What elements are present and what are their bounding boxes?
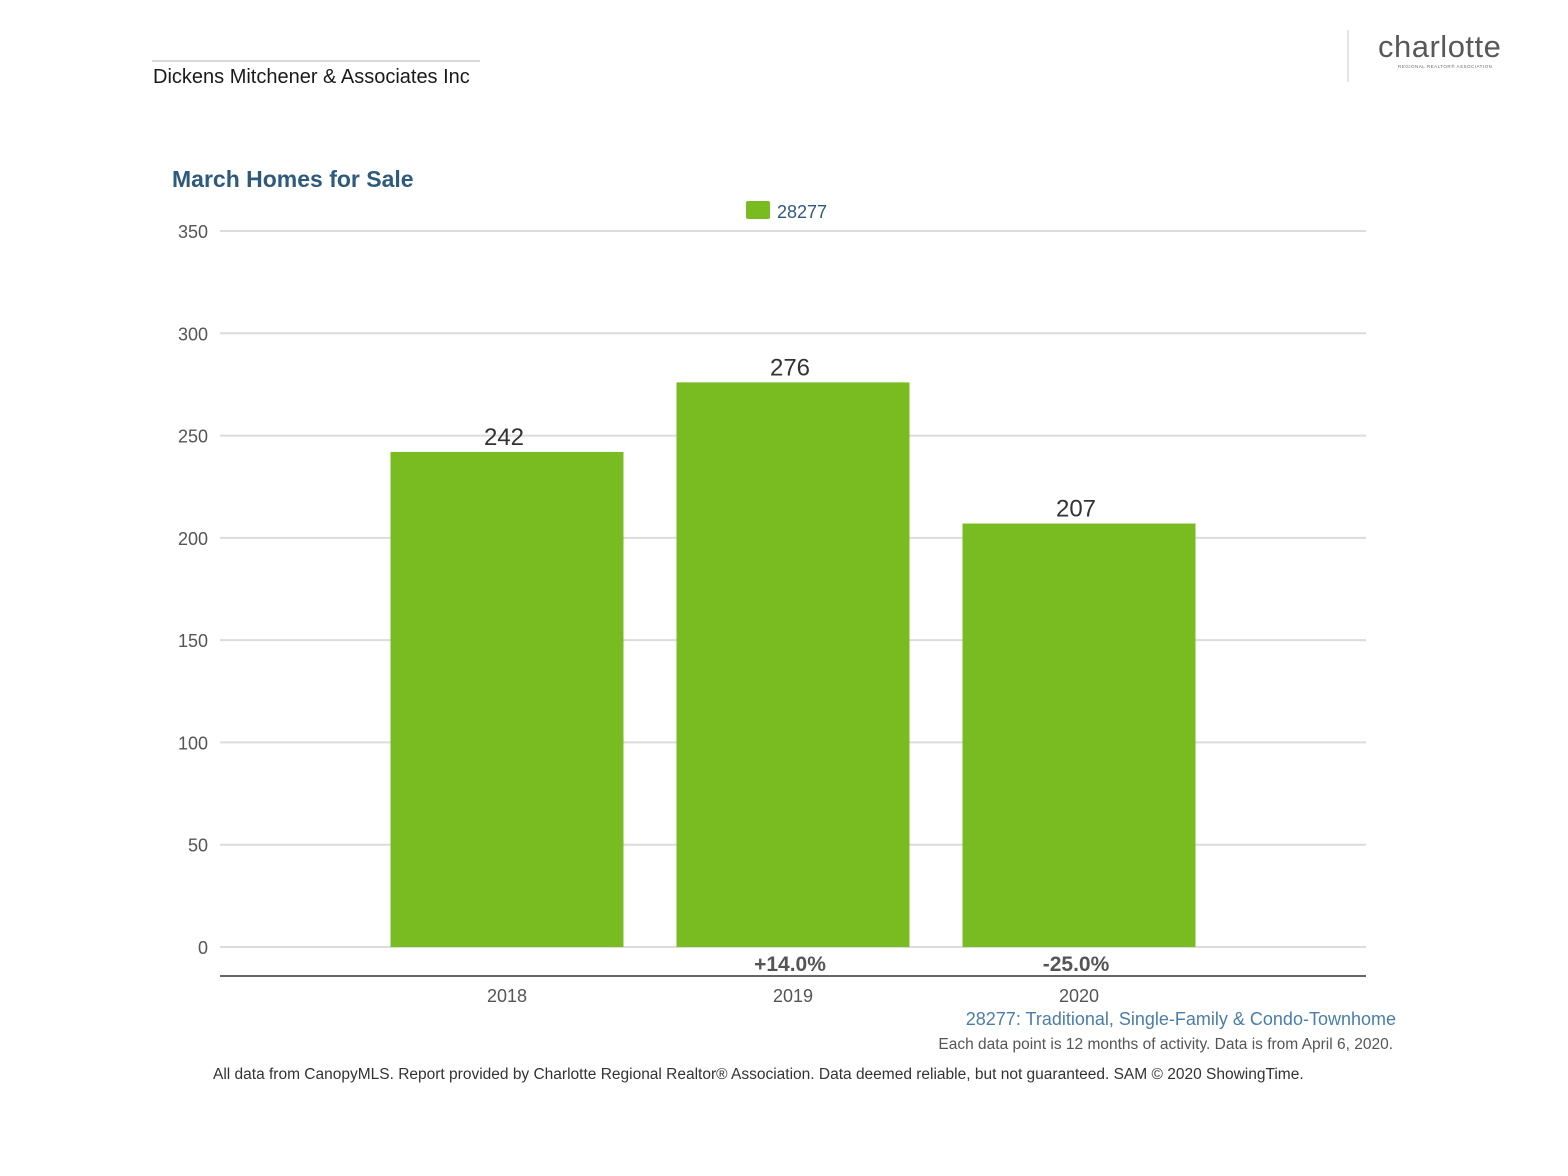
bar xyxy=(390,451,624,947)
y-tick-label: 200 xyxy=(178,529,208,549)
x-tick-label: 2019 xyxy=(773,986,813,1006)
y-tick-label: 50 xyxy=(188,836,208,856)
logo-divider xyxy=(1347,30,1349,82)
logo-subtitle: REGIONAL REALTOR® ASSOCIATION xyxy=(1398,64,1493,69)
chart-title: March Homes for Sale xyxy=(172,166,414,192)
y-tick-label: 150 xyxy=(178,631,208,651)
x-tick-label: 2020 xyxy=(1059,986,1099,1006)
y-tick-label: 350 xyxy=(178,222,208,242)
header-divider xyxy=(152,60,480,62)
legend-label: 28277 xyxy=(777,202,827,222)
series-footnote: 28277: Traditional, Single-Family & Cond… xyxy=(965,1009,1396,1029)
change-label: +14.0% xyxy=(754,953,826,976)
x-tick-label: 2018 xyxy=(487,986,527,1006)
bar xyxy=(962,523,1196,947)
change-label: -25.0% xyxy=(1043,953,1110,976)
data-label: 207 xyxy=(1056,496,1096,523)
source-footnote: All data from CanopyMLS. Report provided… xyxy=(213,1066,1304,1083)
y-tick-label: 0 xyxy=(198,938,208,958)
y-tick-label: 300 xyxy=(178,324,208,344)
y-tick-label: 100 xyxy=(178,733,208,753)
y-tick-label: 250 xyxy=(178,427,208,447)
data-label: 276 xyxy=(770,354,810,381)
activity-footnote: Each data point is 12 months of activity… xyxy=(938,1036,1393,1053)
logo-wordmark: charlotte xyxy=(1378,29,1502,64)
data-label: 242 xyxy=(484,424,524,451)
charlotte-logo: charlotte REGIONAL REALTOR® ASSOCIATION xyxy=(1378,30,1518,76)
agent-name: Dickens Mitchener & Associates Inc xyxy=(153,66,470,88)
legend-swatch xyxy=(746,201,770,219)
bar xyxy=(676,382,910,948)
